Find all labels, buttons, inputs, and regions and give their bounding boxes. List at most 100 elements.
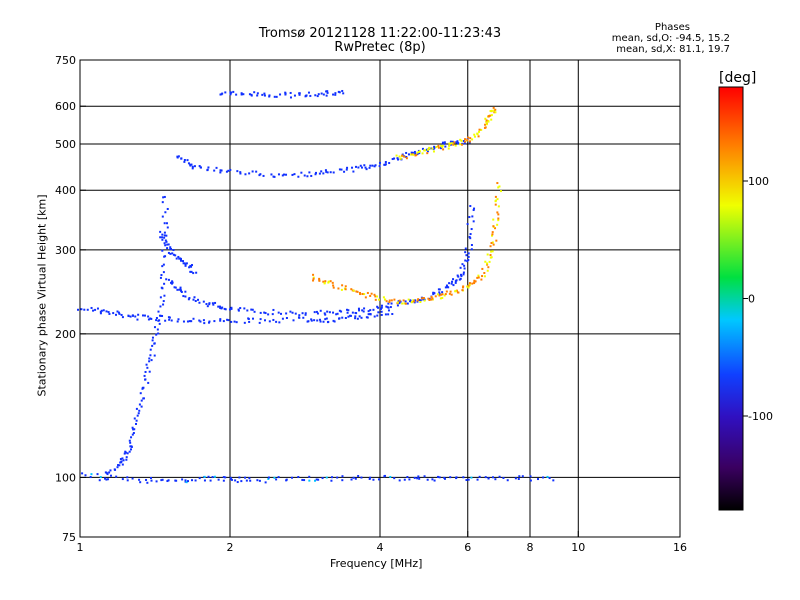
echo-point <box>441 146 444 149</box>
echo-point <box>312 273 315 276</box>
echo-point <box>137 412 140 415</box>
echo-point <box>116 466 119 469</box>
echo-point <box>421 152 424 155</box>
echo-point <box>463 142 466 145</box>
echo-point <box>487 477 490 480</box>
echo-point <box>390 302 393 305</box>
echo-point <box>161 314 164 317</box>
echo-point <box>322 320 325 323</box>
echo-point <box>139 481 142 484</box>
echo-point <box>434 295 437 298</box>
echo-point <box>164 211 167 214</box>
echo-point <box>406 476 409 479</box>
echo-point <box>477 135 480 138</box>
echo-point <box>170 319 173 322</box>
echo-point <box>199 320 202 323</box>
echo-point <box>272 308 275 311</box>
echo-point <box>268 95 271 98</box>
echo-point <box>460 143 463 146</box>
echo-point <box>329 171 332 174</box>
echo-point <box>443 476 446 479</box>
echo-point <box>438 294 441 297</box>
echo-point <box>529 479 532 482</box>
echo-point <box>306 175 309 178</box>
echo-point <box>167 251 170 254</box>
echo-point <box>129 448 132 451</box>
echo-point <box>393 477 396 480</box>
echo-point <box>180 157 183 160</box>
echo-point <box>114 313 117 316</box>
echo-point <box>491 231 494 234</box>
echo-point <box>324 318 327 321</box>
echo-point <box>324 313 327 316</box>
echo-point <box>350 288 353 291</box>
echo-point <box>369 312 372 315</box>
echo-point <box>108 471 111 474</box>
echo-point <box>99 310 102 313</box>
echo-point <box>192 298 195 301</box>
echo-point <box>211 302 214 305</box>
echo-point <box>222 479 225 482</box>
echo-point <box>161 478 164 481</box>
echo-point <box>237 309 240 312</box>
echo-point <box>313 311 316 314</box>
echo-point <box>397 158 400 161</box>
echo-point <box>133 428 136 431</box>
echo-point <box>161 201 164 204</box>
echo-point <box>198 319 201 322</box>
echo-point <box>380 306 383 309</box>
echo-point <box>373 315 376 318</box>
echo-point <box>441 291 444 294</box>
echo-point <box>294 312 297 315</box>
echo-point <box>342 92 345 95</box>
echo-point <box>230 320 233 323</box>
echo-point <box>181 478 184 481</box>
y-tick-label: 200 <box>55 328 76 341</box>
echo-point <box>285 316 288 319</box>
echo-point <box>163 236 166 239</box>
phase-heading: Phases <box>654 22 690 33</box>
echo-point <box>377 306 380 309</box>
echo-point <box>457 275 460 278</box>
echo-point <box>259 318 262 321</box>
echo-point <box>137 313 140 316</box>
echo-point <box>332 286 335 289</box>
echo-point <box>174 254 177 257</box>
echo-point <box>335 313 338 316</box>
echo-point <box>449 476 452 479</box>
echo-point <box>166 226 169 229</box>
echo-point <box>190 270 193 273</box>
echo-point <box>121 316 124 319</box>
echo-point <box>453 141 456 144</box>
echo-point <box>134 315 137 318</box>
echo-point <box>262 174 265 177</box>
echo-point <box>183 160 186 163</box>
echo-point <box>312 276 315 279</box>
echo-point <box>218 305 221 308</box>
echo-point <box>129 445 132 448</box>
echo-point <box>472 209 475 212</box>
echo-point <box>331 476 334 479</box>
echo-point <box>203 322 206 325</box>
echo-point <box>491 250 494 253</box>
echo-point <box>207 321 210 324</box>
echo-point <box>117 464 120 467</box>
echo-point <box>319 309 322 312</box>
echo-point <box>130 436 133 439</box>
echo-point <box>118 464 121 467</box>
echo-point <box>470 228 473 231</box>
echo-point <box>176 155 179 158</box>
echo-point <box>476 276 479 279</box>
echo-point <box>327 280 330 283</box>
echo-point <box>459 273 462 276</box>
echo-point <box>473 281 476 284</box>
echo-point <box>168 316 171 319</box>
echo-point <box>430 298 433 301</box>
echo-point <box>184 263 187 266</box>
echo-point <box>488 114 491 117</box>
echo-point <box>281 174 284 177</box>
echo-point <box>104 471 107 474</box>
echo-point <box>132 432 135 435</box>
echo-point <box>383 163 386 166</box>
echo-point <box>416 151 419 154</box>
